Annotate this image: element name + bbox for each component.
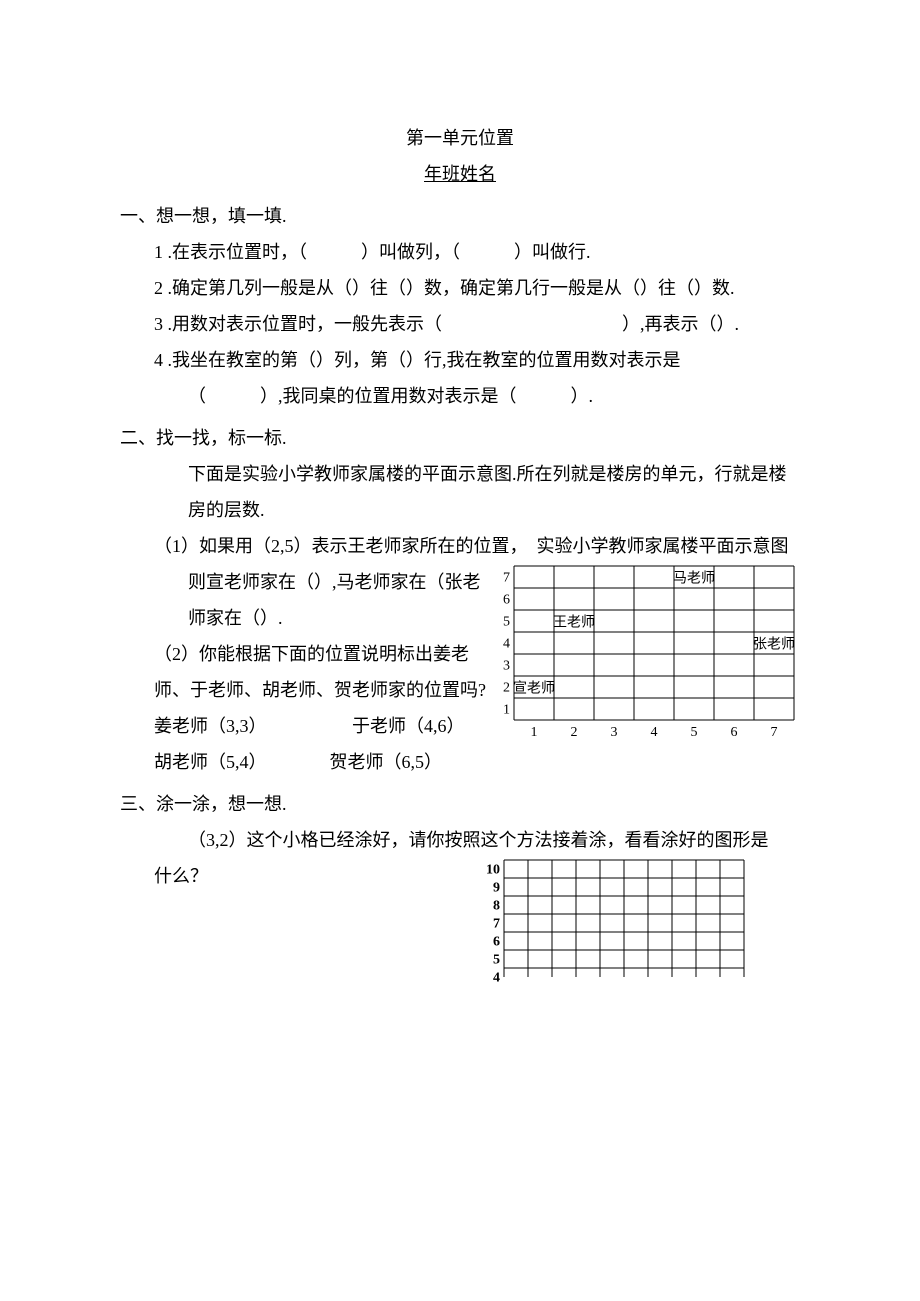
s3-intro: （3,2）这个小格已经涂好，请你按照这个方法接着涂，看看涂好的图形是	[120, 822, 800, 858]
svg-text:3: 3	[611, 725, 618, 740]
svg-text:8: 8	[493, 899, 500, 914]
q1-4a: 4 .我坐在教室的第（）列，第（）行,我在教室的位置用数对表示是	[120, 342, 800, 378]
s2-q1a: （1）如果用（2,5）表示王老师家所在的位置， 实验小学教师家属楼平面示意图	[120, 528, 800, 564]
svg-text:6: 6	[503, 592, 510, 607]
q1-2: 2 .确定第几列一般是从（）往（）数，确定第几行一般是从（）往（）数.	[120, 270, 800, 306]
svg-text:张老师: 张老师	[753, 637, 795, 653]
svg-text:3: 3	[503, 658, 510, 673]
name-line: 年班姓名	[120, 156, 800, 192]
s2-intro: 下面是实验小学教师家属楼的平面示意图.所在列就是楼房的单元，行就是楼房的层数.	[120, 456, 800, 528]
svg-text:4: 4	[503, 636, 510, 651]
svg-text:7: 7	[771, 725, 778, 740]
svg-text:王老师: 王老师	[553, 615, 595, 631]
svg-text:5: 5	[691, 725, 698, 740]
section1-head: 一、想一想，填一填.	[120, 198, 800, 234]
svg-text:9: 9	[493, 881, 500, 896]
svg-text:2: 2	[503, 680, 510, 695]
s2-q2b: 胡老师（5,4） 贺老师（6,5）	[120, 744, 488, 780]
svg-text:7: 7	[503, 570, 510, 585]
svg-text:5: 5	[493, 953, 500, 968]
svg-text:6: 6	[731, 725, 738, 740]
svg-text:马老师: 马老师	[673, 571, 715, 587]
svg-text:1: 1	[531, 725, 538, 740]
teacher-grid: 7 6 5 4 3 2 1 1 2 3 4 5 6 7 马老师王老师张老师宣老师	[498, 564, 800, 744]
paint-grid: 10 9 8 7 6 5 4	[480, 858, 760, 993]
svg-text:宣老师: 宣老师	[513, 681, 555, 697]
svg-text:6: 6	[493, 935, 500, 950]
page-title: 第一单元位置	[120, 120, 800, 156]
svg-text:7: 7	[493, 917, 500, 932]
svg-text:1: 1	[503, 702, 510, 717]
s3-q: 什么？	[120, 858, 470, 894]
s2-q2a: （2）你能根据下面的位置说明标出姜老师、于老师、胡老师、贺老师家的位置吗?姜老师…	[120, 636, 488, 744]
svg-text:5: 5	[503, 614, 510, 629]
svg-text:4: 4	[651, 725, 658, 740]
svg-text:10: 10	[486, 863, 500, 878]
s2-q1b: 则宣老师家在（）,马老师家在（张老师家在（）.	[120, 564, 488, 636]
section3-head: 三、涂一涂，想一想.	[120, 786, 800, 822]
q1-3: 3 .用数对表示位置时，一般先表示（ ）,再表示（）.	[120, 306, 800, 342]
q1-1: 1 .在表示位置时，（ ）叫做列，（ ）叫做行.	[120, 234, 800, 270]
q1-4b: （ ）,我同桌的位置用数对表示是（ ）.	[120, 378, 800, 414]
svg-text:2: 2	[571, 725, 578, 740]
section2-head: 二、找一找，标一标.	[120, 420, 800, 456]
svg-text:4: 4	[493, 971, 500, 986]
